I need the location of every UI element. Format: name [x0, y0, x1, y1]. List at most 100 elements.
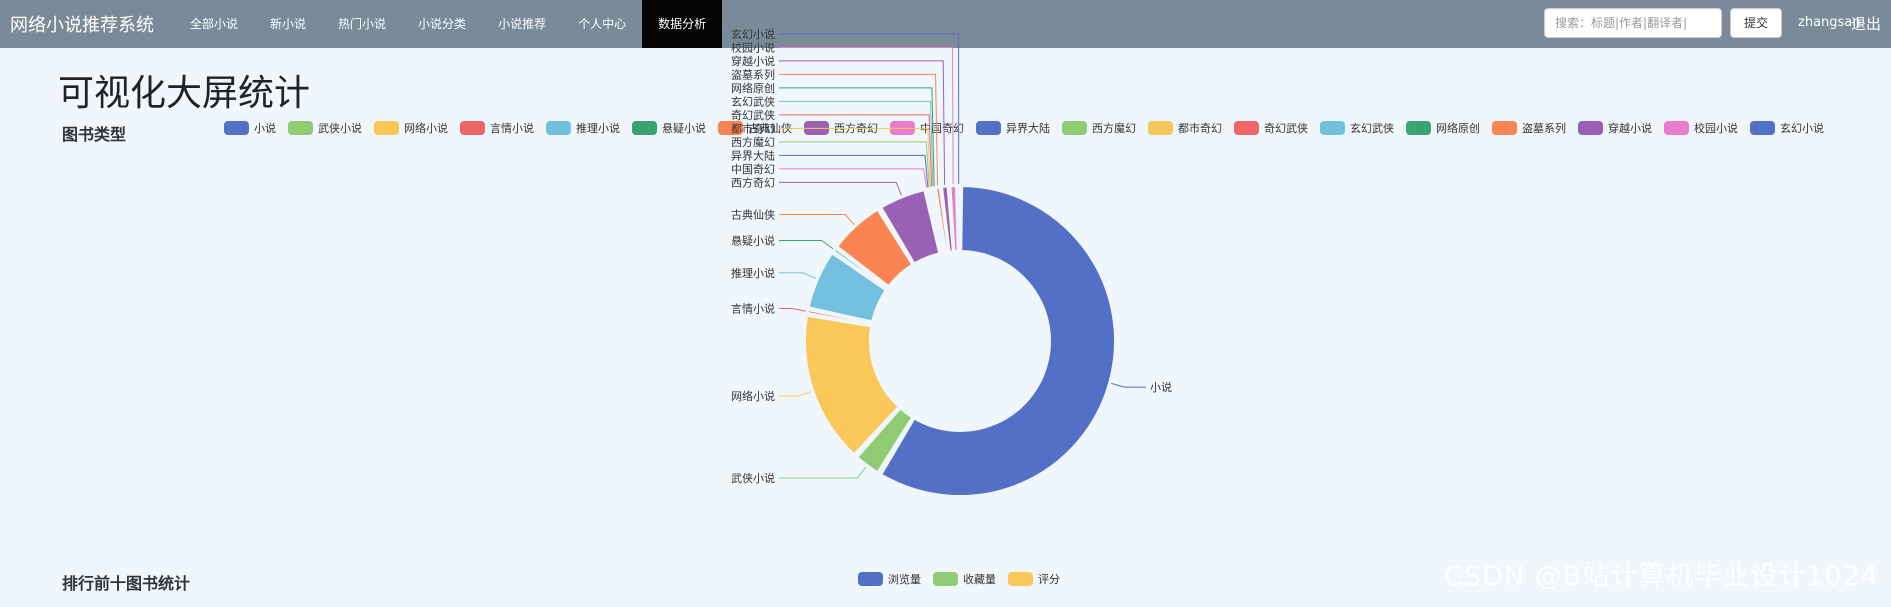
pie-label: 古典仙侠 — [731, 207, 775, 221]
nav-novel-recommend[interactable]: 小说推荐 — [498, 17, 547, 31]
pie-label-line — [779, 33, 960, 185]
pie-slice[interactable] — [832, 247, 889, 290]
pie-label-line — [779, 213, 855, 226]
pie-label: 玄幻小说 — [731, 27, 775, 41]
pie-slice[interactable] — [935, 186, 950, 254]
pie-slice[interactable] — [856, 407, 914, 474]
section-title-top10: 排行前十图书统计 — [62, 574, 191, 593]
legend-swatch — [546, 121, 571, 135]
legend-label: 都市奇幻 — [1178, 122, 1222, 135]
logout-link[interactable]: 退出 — [1851, 15, 1882, 33]
legend-swatch — [374, 121, 399, 135]
legend-swatch — [1062, 121, 1087, 135]
legend-item[interactable]: 玄幻武侠 — [1320, 120, 1394, 136]
pie-slice[interactable] — [949, 185, 959, 253]
pie-slice[interactable] — [806, 309, 873, 326]
legend-item[interactable]: 小说 — [224, 120, 276, 136]
book-type-donut-chart: 小说玄幻小说校园小说穿越小说盗墓系列网络原创玄幻武侠奇幻武侠都市奇幻西方魔幻异界… — [731, 27, 1172, 497]
pie-label-line — [779, 114, 933, 187]
nav-new-novels[interactable]: 新小说 — [270, 17, 307, 31]
pie-label: 都市奇幻 — [731, 121, 775, 135]
pie-label: 穿越小说 — [731, 54, 775, 68]
legend-item[interactable]: 穿越小说 — [1578, 120, 1652, 136]
pie-label-line — [779, 127, 931, 187]
legend-item[interactable]: 言情小说 — [460, 120, 534, 136]
legend-label: 收藏量 — [963, 573, 996, 586]
legend-label: 西方魔幻 — [1092, 122, 1136, 135]
submit-button[interactable]: 提交 — [1730, 8, 1782, 38]
pie-label-line — [779, 239, 834, 250]
username-link[interactable]: zhangsan — [1798, 15, 1861, 30]
legend-item[interactable]: 都市奇幻 — [1148, 120, 1222, 136]
pie-label: 网络小说 — [731, 389, 775, 403]
pie-slice[interactable] — [836, 208, 914, 288]
nav-novel-categories[interactable]: 小说分类 — [418, 17, 467, 31]
legend-item[interactable]: 悬疑小说 — [632, 120, 706, 136]
pie-label: 西方奇幻 — [731, 175, 775, 189]
pie-label-line — [779, 466, 867, 479]
legend-item[interactable]: 异界大陆 — [976, 120, 1050, 136]
brand-title[interactable]: 网络小说推荐系统 — [10, 15, 154, 36]
legend-label: 玄幻小说 — [1780, 122, 1824, 135]
legend-item[interactable]: 网络原创 — [1406, 120, 1480, 136]
legend-item[interactable]: 浏览量 — [858, 571, 921, 587]
legend-swatch — [933, 572, 958, 586]
legend-label: 小说 — [254, 122, 276, 135]
legend-label: 浏览量 — [888, 573, 921, 586]
pie-label-line — [779, 154, 929, 188]
legend-item[interactable]: 评分 — [1008, 571, 1060, 587]
legend-label: 武侠小说 — [318, 122, 362, 135]
pie-label-line — [779, 391, 812, 397]
watermark: CSDN @B站计算机毕业设计1024 — [1444, 561, 1879, 592]
legend-item[interactable]: 武侠小说 — [288, 120, 362, 136]
legend-swatch — [1008, 572, 1033, 586]
pie-slice[interactable] — [807, 252, 887, 323]
pie-label-line — [779, 100, 934, 187]
pie-slice[interactable] — [880, 185, 1116, 497]
legend-item[interactable]: 西方魔幻 — [1062, 120, 1136, 136]
pie-label-line — [779, 307, 806, 312]
legend-item[interactable]: 古典仙侠 — [718, 120, 792, 136]
pie-label-line — [1111, 382, 1146, 388]
nav-all-novels[interactable]: 全部小说 — [190, 17, 239, 31]
legend-label: 网络小说 — [404, 122, 448, 135]
legend-swatch — [1234, 121, 1259, 135]
legend-label: 网络原创 — [1436, 122, 1480, 135]
pie-label-line — [779, 141, 930, 188]
legend-item[interactable]: 玄幻小说 — [1750, 120, 1824, 136]
legend-item[interactable]: 盗墓系列 — [1492, 120, 1566, 136]
legend-item[interactable]: 奇幻武侠 — [1234, 120, 1308, 136]
legend-swatch — [718, 121, 743, 135]
legend-label: 奇幻武侠 — [1264, 122, 1308, 135]
pie-label: 异界大陆 — [731, 148, 775, 162]
legend-label: 盗墓系列 — [1522, 122, 1566, 135]
legend-swatch — [460, 121, 485, 135]
legend-label: 古典仙侠 — [748, 122, 792, 135]
pie-slice[interactable] — [880, 189, 941, 265]
legend-item[interactable]: 推理小说 — [546, 120, 620, 136]
pie-slice[interactable] — [956, 185, 961, 253]
legend-label: 异界大陆 — [1006, 122, 1050, 135]
legend-label: 玄幻武侠 — [1350, 122, 1394, 135]
pie-slice[interactable] — [941, 185, 954, 253]
pie-label-line — [779, 181, 902, 196]
pie-label-line — [779, 168, 928, 188]
search-input[interactable] — [1544, 8, 1722, 38]
legend-item[interactable]: 校园小说 — [1664, 120, 1738, 136]
legend-swatch — [1664, 121, 1689, 135]
legend-item[interactable]: 收藏量 — [933, 571, 996, 587]
nav-hot-novels[interactable]: 热门小说 — [338, 17, 387, 31]
legend-item[interactable]: 网络小说 — [374, 120, 448, 136]
pie-label: 言情小说 — [731, 301, 775, 315]
nav-personal-center[interactable]: 个人中心 — [578, 17, 627, 31]
legend-swatch — [288, 121, 313, 135]
pie-label: 盗墓系列 — [731, 67, 775, 81]
legend-swatch — [1148, 121, 1173, 135]
pie-label-line — [779, 73, 939, 186]
pie-label: 玄幻武侠 — [731, 94, 775, 108]
nav-data-analysis[interactable]: 数据分析 — [642, 0, 723, 48]
pie-slice[interactable] — [804, 314, 900, 456]
legend-swatch — [1406, 121, 1431, 135]
pie-label-line — [779, 87, 935, 187]
legend-label: 评分 — [1038, 573, 1060, 586]
